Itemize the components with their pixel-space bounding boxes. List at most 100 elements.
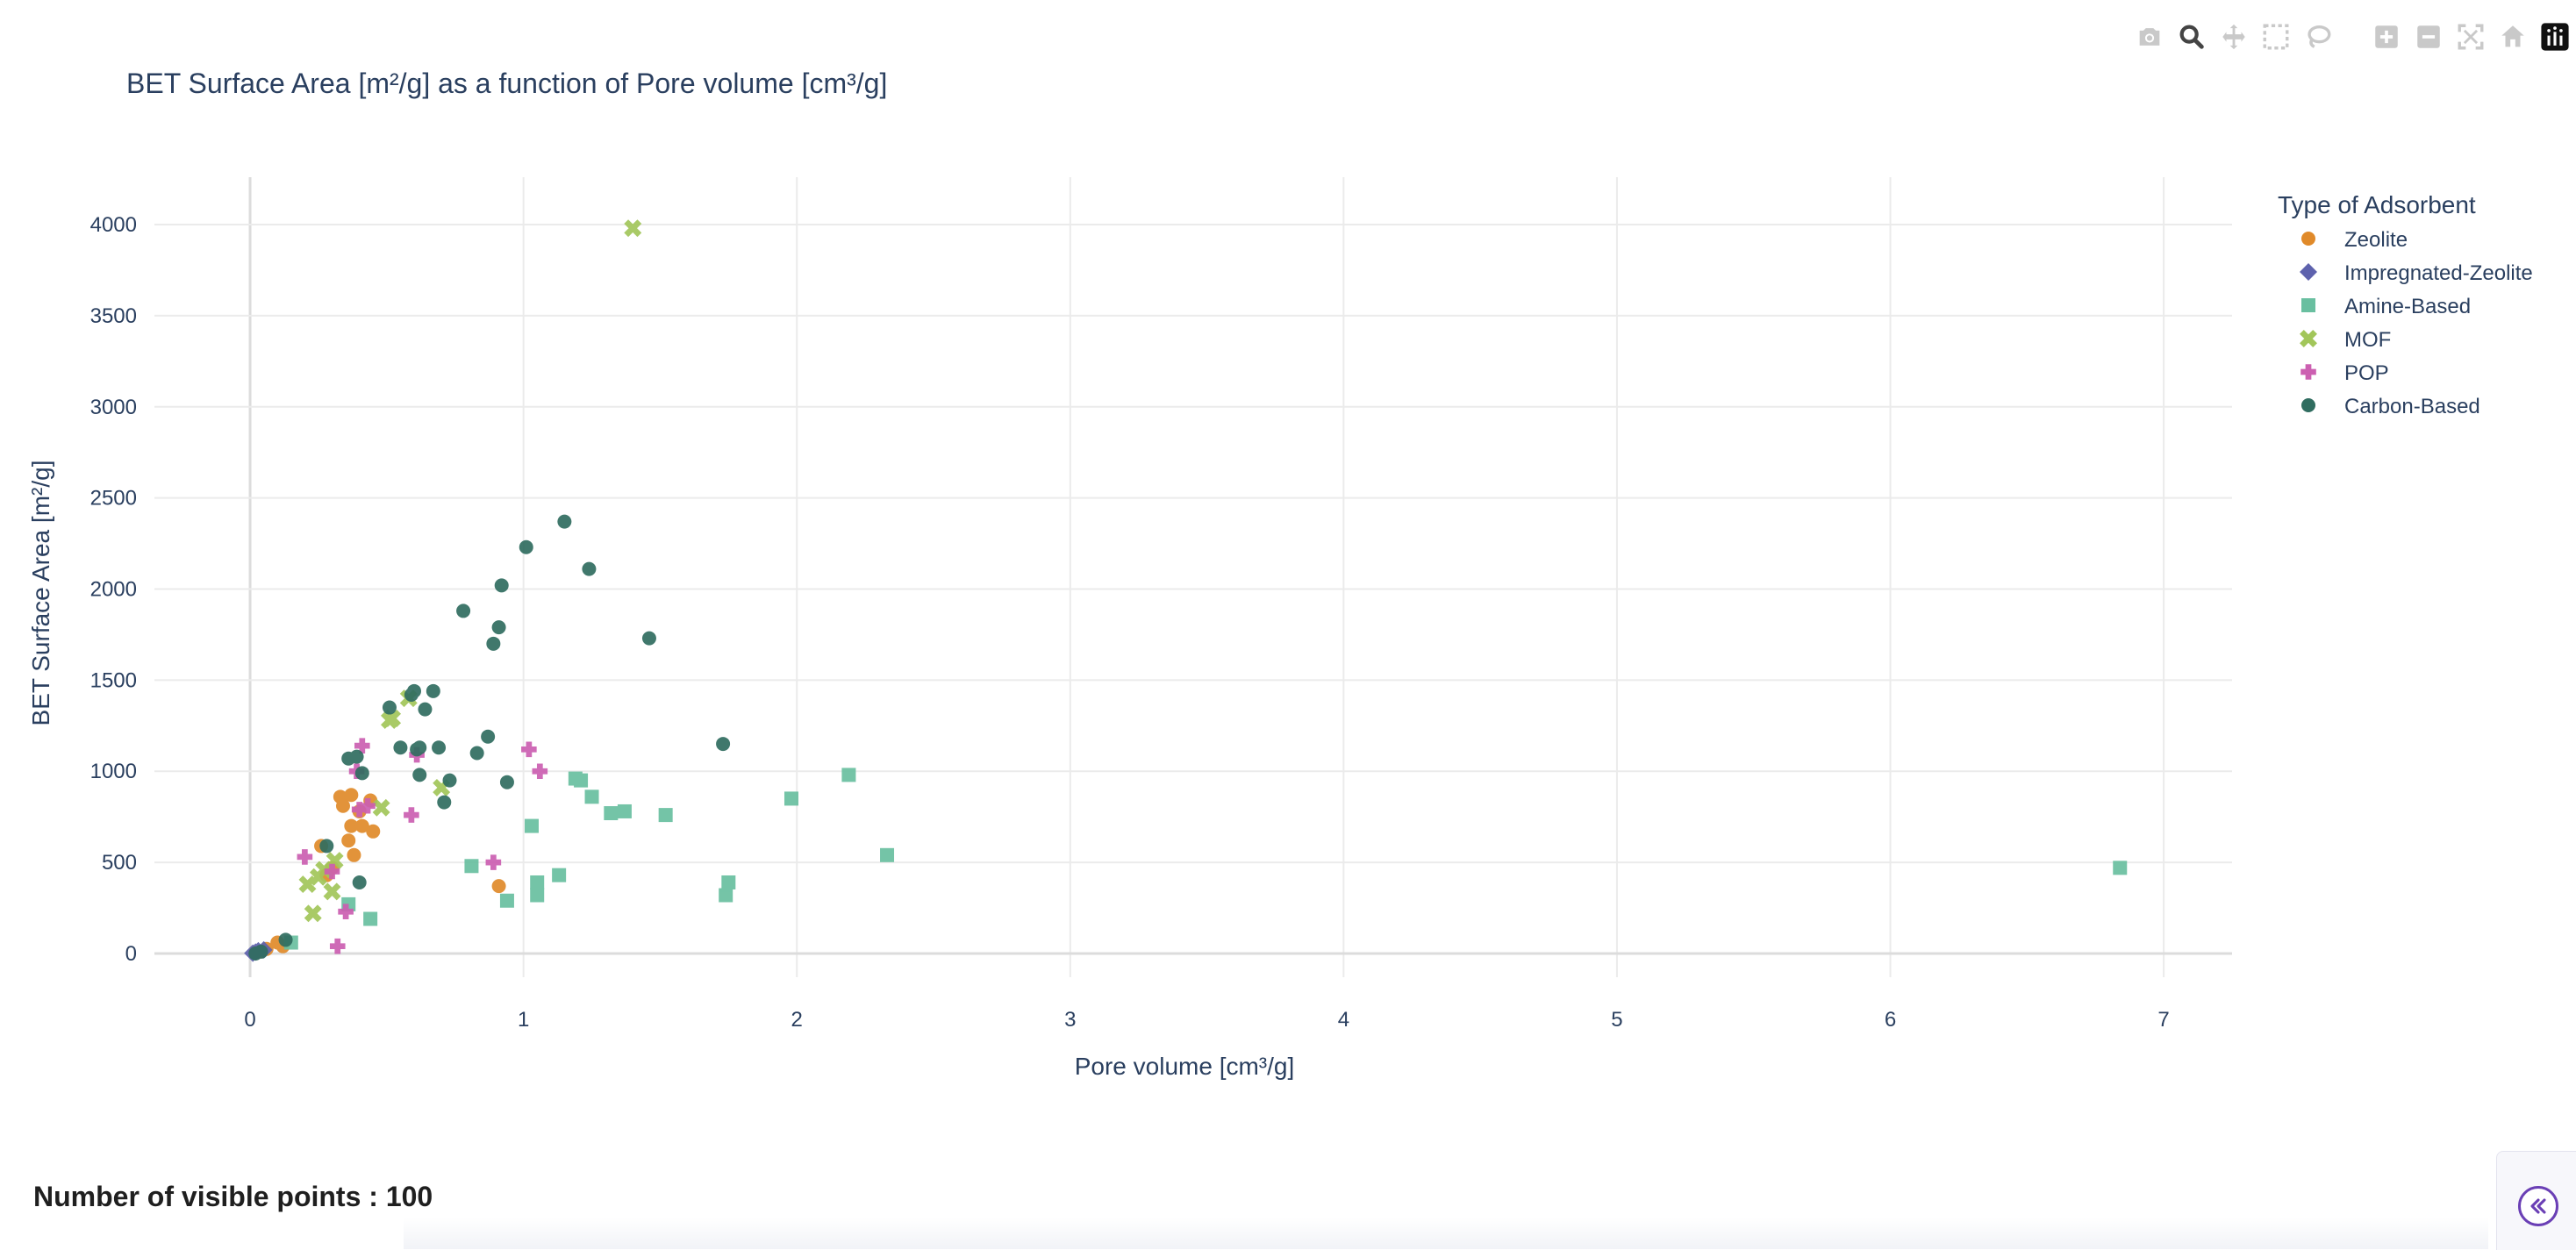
data-point[interactable] <box>329 938 346 954</box>
data-point[interactable] <box>354 738 370 754</box>
data-point[interactable] <box>486 636 501 651</box>
legend-item[interactable]: Zeolite <box>2301 228 2408 252</box>
zoom-icon[interactable] <box>2174 19 2209 54</box>
legend-item[interactable]: Impregnated-Zeolite <box>2300 261 2533 285</box>
data-point[interactable] <box>574 773 589 788</box>
data-point[interactable] <box>499 893 514 908</box>
legend-item[interactable]: Amine-Based <box>2301 295 2471 318</box>
data-point[interactable] <box>716 737 731 752</box>
data-point[interactable] <box>624 219 642 238</box>
data-point[interactable] <box>552 868 567 882</box>
data-point[interactable] <box>841 768 856 782</box>
visible-points-count: Number of visible points : 100 <box>33 1181 433 1212</box>
data-point[interactable] <box>880 847 895 862</box>
legend-marker[interactable] <box>2300 263 2317 281</box>
data-point[interactable] <box>524 818 539 833</box>
data-point[interactable] <box>412 768 427 782</box>
data-point[interactable] <box>360 797 376 814</box>
data-point[interactable] <box>344 788 359 803</box>
data-point[interactable] <box>341 833 356 848</box>
data-point[interactable] <box>2113 861 2128 875</box>
data-point[interactable] <box>426 683 440 698</box>
legend-marker[interactable] <box>2301 232 2315 246</box>
data-point[interactable] <box>617 804 632 818</box>
data-point[interactable] <box>582 561 597 576</box>
data-point[interactable] <box>366 824 381 839</box>
y-tick-label: 3500 <box>90 304 137 328</box>
data-point[interactable] <box>393 740 408 755</box>
y-tick-label: 1500 <box>90 668 137 692</box>
data-point[interactable] <box>335 798 350 813</box>
data-point[interactable] <box>407 683 421 698</box>
data-point[interactable] <box>278 932 293 947</box>
data-point[interactable] <box>412 740 427 755</box>
data-point[interactable] <box>347 847 361 862</box>
legend-item[interactable]: MOF <box>2300 328 2391 352</box>
plotly-logo-icon[interactable] <box>2537 19 2572 54</box>
data-point[interactable] <box>338 904 354 920</box>
lasso-icon[interactable] <box>2301 19 2336 54</box>
pan-icon[interactable] <box>2216 19 2251 54</box>
legend-marker[interactable] <box>2301 364 2316 380</box>
data-point[interactable] <box>641 631 656 646</box>
reset-axes-icon[interactable] <box>2495 19 2530 54</box>
data-point[interactable] <box>363 911 378 926</box>
data-point[interactable] <box>351 802 368 818</box>
data-point[interactable] <box>532 763 548 780</box>
data-point[interactable] <box>323 882 341 901</box>
collapse-panel-button[interactable] <box>2518 1186 2558 1226</box>
data-point[interactable] <box>418 702 433 717</box>
legend-marker[interactable] <box>2300 330 2317 347</box>
data-point[interactable] <box>521 741 537 758</box>
data-point[interactable] <box>530 875 545 889</box>
data-point[interactable] <box>499 775 514 789</box>
box-select-icon[interactable] <box>2258 19 2293 54</box>
data-point[interactable] <box>584 789 599 804</box>
data-point[interactable] <box>519 539 533 554</box>
data-point[interactable] <box>464 859 479 874</box>
legend-item[interactable]: Carbon-Based <box>2301 395 2480 418</box>
data-point[interactable] <box>485 854 502 870</box>
data-point[interactable] <box>658 808 673 823</box>
data-point[interactable] <box>404 807 419 823</box>
data-point[interactable] <box>491 879 506 894</box>
x-tick-label: 0 <box>244 1008 255 1032</box>
legend-title: Type of Adsorbent <box>2278 191 2476 218</box>
data-point[interactable] <box>382 700 397 715</box>
y-tick-label: 3000 <box>90 396 137 419</box>
data-point[interactable] <box>469 746 484 761</box>
legend-marker[interactable] <box>2301 298 2315 312</box>
legend-item[interactable]: POP <box>2301 361 2389 385</box>
camera-icon[interactable] <box>2132 19 2167 54</box>
data-point[interactable] <box>604 806 619 821</box>
legend-marker[interactable] <box>2301 398 2315 412</box>
data-point[interactable] <box>437 795 452 810</box>
autoscale-icon[interactable] <box>2453 19 2488 54</box>
data-point[interactable] <box>442 773 457 788</box>
data-point[interactable] <box>297 849 313 865</box>
data-point[interactable] <box>354 818 369 833</box>
data-point[interactable] <box>304 904 322 923</box>
data-point[interactable] <box>254 944 268 959</box>
data-point[interactable] <box>349 749 364 764</box>
data-point[interactable] <box>491 620 506 635</box>
data-point[interactable] <box>319 839 334 854</box>
data-point[interactable] <box>344 818 359 833</box>
data-point[interactable] <box>719 888 733 903</box>
data-point[interactable] <box>432 740 447 755</box>
data-point[interactable] <box>530 888 545 903</box>
data-point[interactable] <box>372 798 390 817</box>
zoom-in-icon[interactable] <box>2369 19 2404 54</box>
data-point[interactable] <box>784 791 798 806</box>
zoom-out-icon[interactable] <box>2411 19 2446 54</box>
data-point[interactable] <box>494 578 509 593</box>
data-point[interactable] <box>456 604 471 618</box>
data-point[interactable] <box>721 875 736 889</box>
data-point[interactable] <box>557 514 572 529</box>
data-points[interactable] <box>244 219 2128 962</box>
data-point[interactable] <box>324 863 340 880</box>
data-point[interactable] <box>352 875 367 889</box>
data-point[interactable] <box>481 729 496 744</box>
data-point[interactable] <box>354 766 369 781</box>
